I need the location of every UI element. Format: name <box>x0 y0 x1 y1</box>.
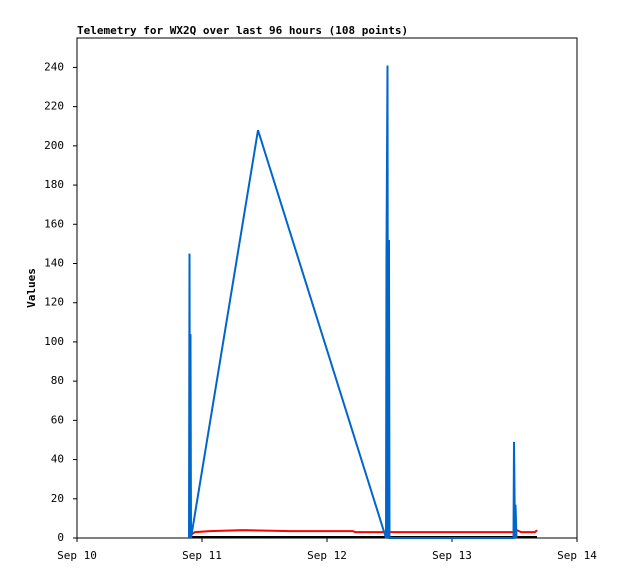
y-tick-label: 220 <box>44 100 64 113</box>
y-axis-label: Values <box>25 268 38 308</box>
y-tick-label: 60 <box>51 413 64 426</box>
y-tick-label: 160 <box>44 217 64 230</box>
x-tick-label: Sep 13 <box>432 549 472 562</box>
y-tick-label: 240 <box>44 60 64 73</box>
y-tick-label: 0 <box>57 531 64 544</box>
x-tick-label: Sep 14 <box>557 549 597 562</box>
y-tick-label: 100 <box>44 335 64 348</box>
series-line <box>188 65 518 539</box>
series-line <box>191 528 538 535</box>
y-tick-label: 200 <box>44 139 64 152</box>
x-tick-label: Sep 11 <box>182 549 222 562</box>
y-tick-label: 140 <box>44 256 64 269</box>
y-tick-label: 120 <box>44 296 64 309</box>
y-tick-label: 80 <box>51 374 64 387</box>
y-tick-label: 40 <box>51 453 64 466</box>
y-tick-label: 20 <box>51 492 64 505</box>
y-tick-label: 180 <box>44 178 64 191</box>
x-tick-label: Sep 10 <box>57 549 97 562</box>
chart-title: Telemetry for WX2Q over last 96 hours (1… <box>77 24 408 37</box>
x-tick-label: Sep 12 <box>307 549 347 562</box>
